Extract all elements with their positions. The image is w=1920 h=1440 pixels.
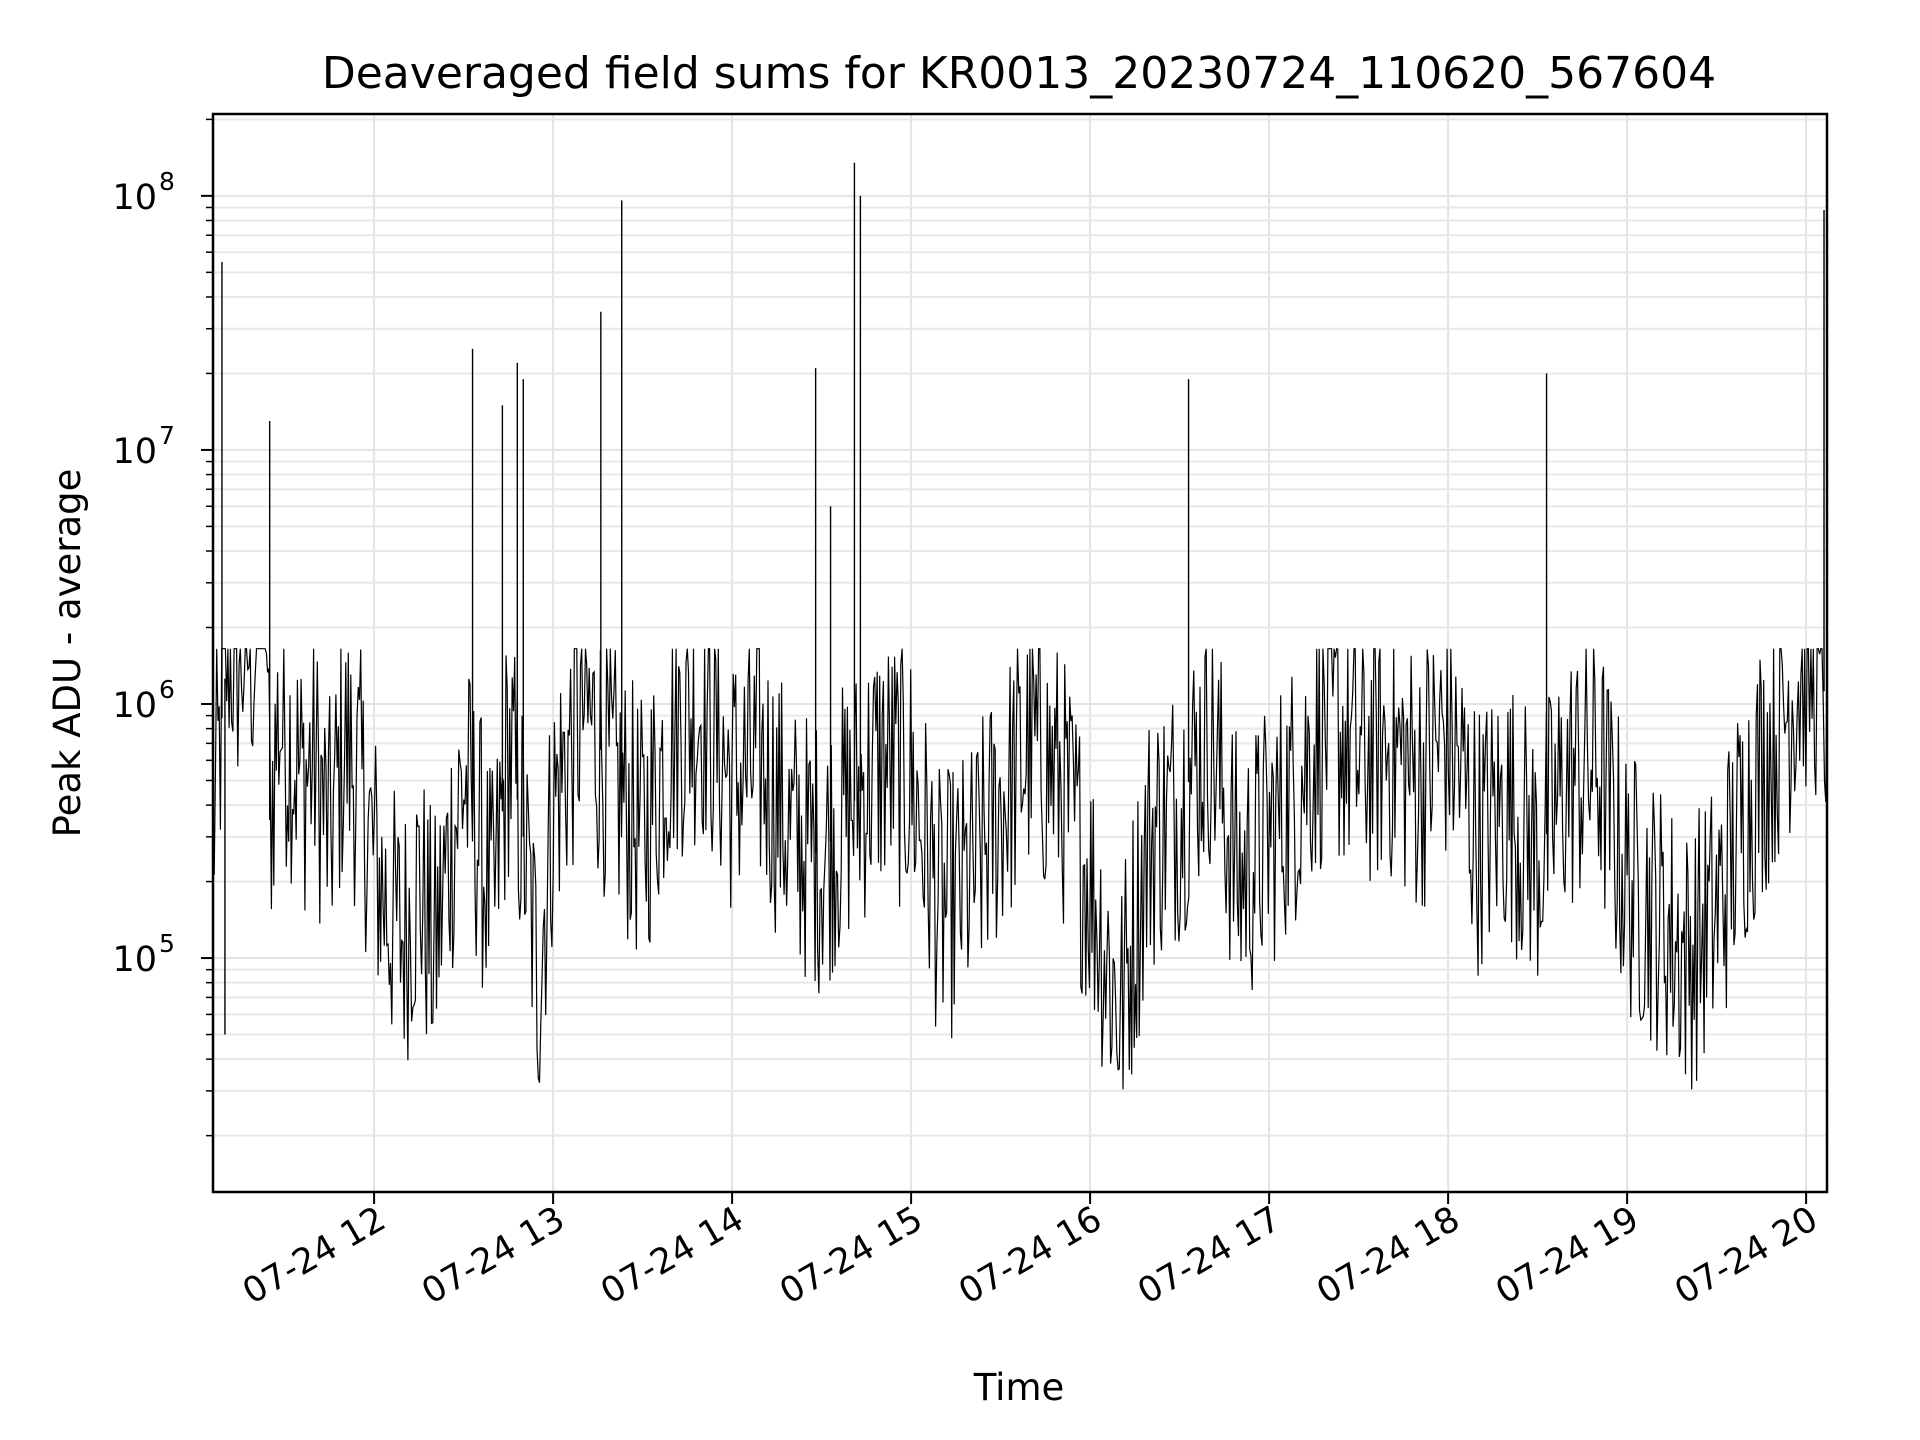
plot-frame	[211, 112, 1829, 1194]
y-axis-label: Peak ADU - average	[46, 469, 89, 838]
y-tick-label-exponent: 8	[159, 167, 175, 196]
y-tick-label-exponent: 5	[159, 929, 175, 958]
y-tick-label-base: 10	[112, 686, 157, 726]
x-axis-label: Time	[973, 1366, 1065, 1409]
y-tick-label-base: 10	[112, 940, 157, 980]
series-line	[212, 647, 1828, 1090]
chart-title: Deaveraged field sums for KR0013_2023072…	[322, 48, 1716, 99]
data-series	[212, 162, 1828, 1090]
y-tick-label-base: 10	[112, 432, 157, 472]
y-tick-label-exponent: 6	[159, 675, 175, 704]
y-tick-label-exponent: 7	[159, 421, 175, 450]
y-tick-label-base: 10	[112, 178, 157, 218]
grid	[213, 114, 1827, 1192]
